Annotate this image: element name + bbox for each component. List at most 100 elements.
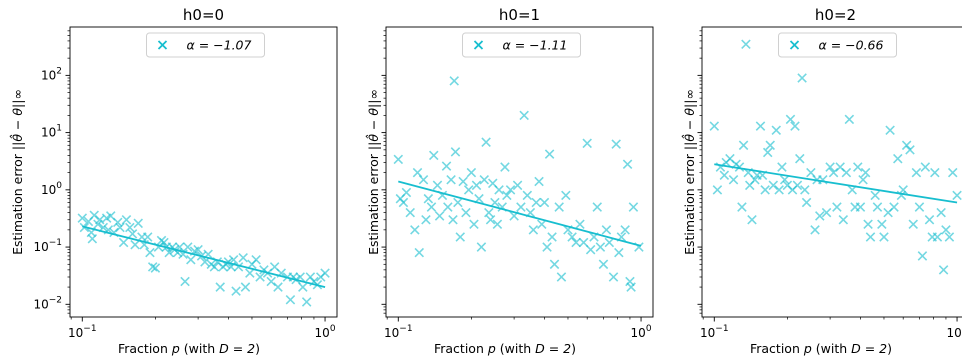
legend-marker — [157, 40, 168, 50]
data-point — [428, 150, 439, 161]
x-axis-label-2: Fraction p (with D = 2) — [434, 341, 576, 356]
data-point — [519, 110, 529, 121]
data-point — [719, 170, 730, 180]
panel-2: h0=1 10−1 100 α = −1.11 — [381, 6, 654, 340]
data-point — [542, 242, 552, 252]
legend-marker — [473, 40, 484, 50]
fit-line-3 — [714, 163, 958, 204]
y-tick-label: 10−1 — [33, 238, 62, 254]
y-axis-label-1: Estimation error ||θ̂ − θ||∞ — [9, 89, 25, 255]
data-point — [709, 121, 720, 131]
data-point — [401, 187, 412, 198]
data-point — [421, 214, 431, 225]
data-point — [469, 219, 479, 230]
data-point — [418, 174, 429, 185]
data-point — [531, 197, 541, 208]
data-point — [944, 232, 955, 242]
data-point — [810, 225, 820, 235]
y-tick-label: 100 — [41, 181, 62, 197]
data-point — [901, 140, 912, 151]
data-point — [150, 263, 161, 273]
data-point — [561, 190, 571, 201]
x-tick-label: 10−1 — [700, 324, 729, 340]
data-point — [455, 232, 466, 242]
data-point — [490, 197, 500, 208]
fit-line-1 — [82, 225, 326, 288]
data-point — [412, 167, 423, 178]
data-point — [920, 162, 931, 172]
data-point — [872, 202, 883, 212]
panel-3: h0=2 10−1 100 α = −0.66 — [697, 6, 962, 340]
data-point — [578, 237, 589, 248]
fit-line-2 — [398, 180, 642, 247]
data-point — [193, 244, 203, 255]
data-point — [567, 232, 577, 242]
plot-frame-2 — [385, 26, 654, 318]
data-point — [601, 225, 612, 235]
legend-label: α = −1.07 — [187, 38, 252, 53]
data-point — [471, 180, 482, 191]
data-point — [741, 39, 751, 49]
data-point — [414, 247, 425, 258]
data-point — [712, 185, 723, 195]
data-point — [595, 242, 606, 252]
data-point — [298, 282, 308, 292]
data-point — [448, 214, 458, 225]
data-point — [112, 217, 123, 228]
data-point — [466, 167, 477, 178]
data-point — [620, 225, 630, 235]
data-point — [485, 214, 496, 225]
data-point — [534, 176, 544, 187]
data-point — [777, 162, 787, 172]
data-point — [142, 232, 153, 242]
data-point — [432, 180, 443, 191]
data-point — [183, 242, 193, 252]
x-tick-label: 10−1 — [68, 324, 97, 340]
data-point — [738, 140, 749, 151]
data-point — [240, 282, 251, 292]
data-point — [604, 237, 615, 248]
legend-2: α = −1.11 — [462, 32, 581, 58]
data-point — [200, 257, 210, 267]
x-axis-label-1: Fraction p (with D = 2) — [118, 341, 260, 356]
data-point — [528, 225, 539, 235]
data-point — [575, 219, 585, 230]
data-point — [815, 211, 825, 221]
data-point — [484, 207, 494, 218]
data-point — [301, 297, 312, 307]
data-point — [855, 202, 866, 212]
x-tick-label: 100 — [315, 324, 336, 340]
data-point — [516, 202, 526, 212]
data-point — [628, 202, 639, 212]
data-point — [127, 229, 138, 239]
data-point — [571, 237, 581, 248]
data-point — [889, 202, 899, 212]
legend-box — [146, 32, 265, 58]
data-point — [458, 176, 468, 187]
data-point — [125, 222, 135, 233]
data-point — [556, 272, 567, 282]
data-point — [215, 282, 225, 292]
data-point — [410, 225, 420, 235]
data-point — [622, 159, 633, 170]
data-point — [266, 276, 276, 287]
data-point — [130, 239, 140, 250]
data-point — [908, 219, 919, 230]
data-point — [87, 233, 98, 244]
panel-1: h0=0 10−1 100 10−2 10−1 100 101 102 α = −1.07 — [33, 6, 338, 340]
data-point — [844, 114, 855, 125]
panel-title-3: h0=2 — [815, 6, 856, 24]
scatter-series-3 — [709, 39, 962, 275]
data-point — [838, 214, 849, 225]
data-point — [180, 276, 190, 287]
data-point — [585, 244, 596, 255]
data-point — [936, 207, 946, 218]
data-point — [446, 174, 456, 185]
data-point — [223, 257, 234, 267]
y-axis-label-2: Estimation error ||θ̂ − θ||∞ — [365, 89, 381, 255]
x-tick-label: 100 — [947, 324, 962, 340]
data-point — [273, 282, 283, 292]
data-point — [790, 121, 800, 131]
data-point — [785, 114, 796, 125]
